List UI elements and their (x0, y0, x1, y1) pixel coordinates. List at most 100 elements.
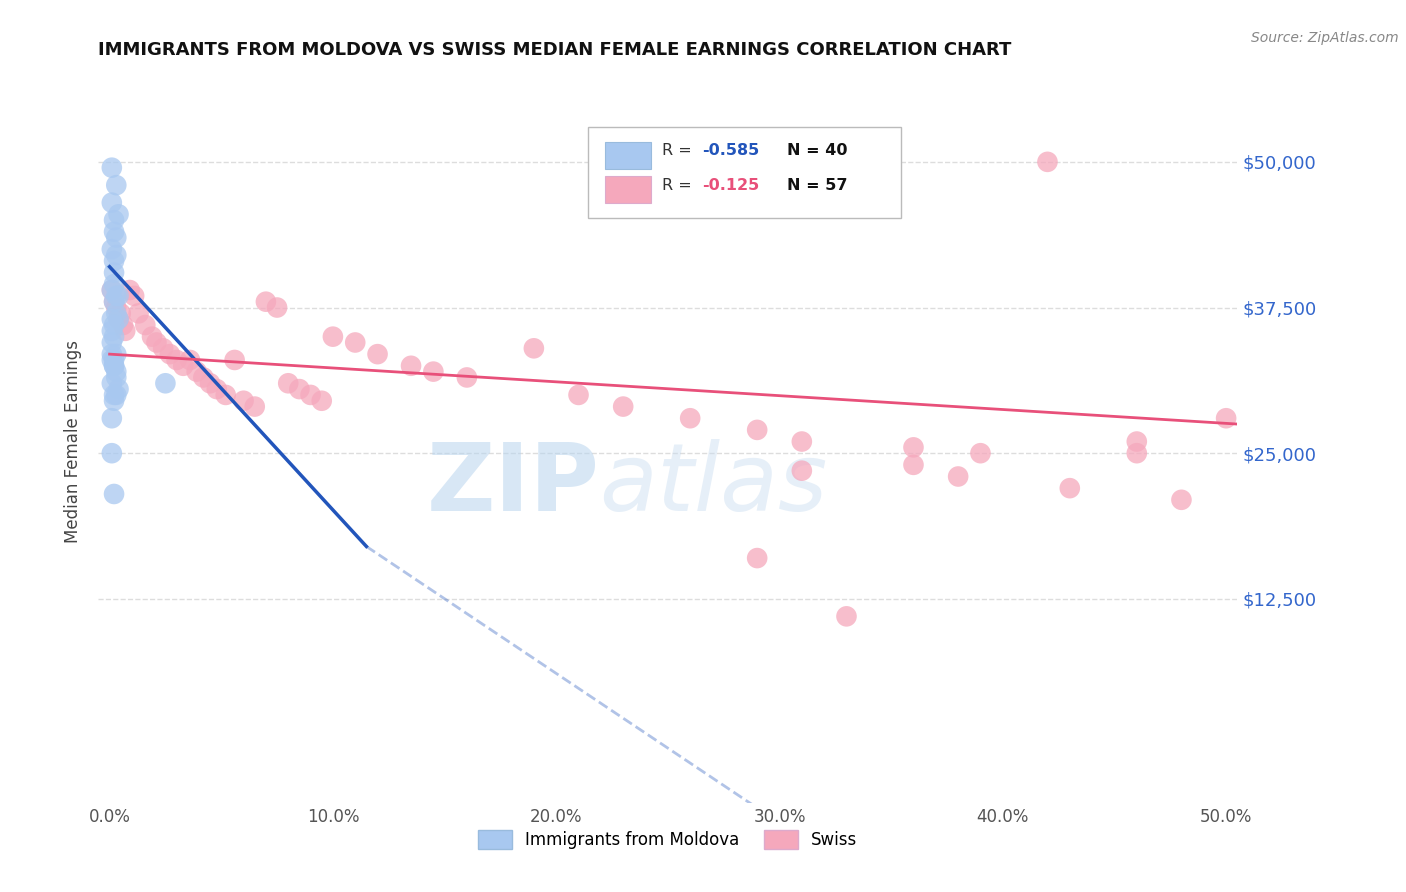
Point (1215, 411, 1237, 425)
Point (103, 487, 125, 501)
Point (166, 353, 188, 368)
Point (969, 446, 991, 460)
Point (224, 353, 246, 368)
Point (107, 312, 129, 326)
Point (103, 294, 125, 309)
Point (198, 376, 221, 391)
Point (103, 213, 125, 227)
Point (103, 388, 125, 402)
Point (1170, 492, 1192, 507)
Point (903, 441, 925, 455)
FancyBboxPatch shape (605, 176, 651, 203)
Point (747, 423, 769, 437)
Point (159, 347, 181, 361)
Point (243, 400, 266, 414)
Point (105, 230, 128, 244)
Point (101, 335, 124, 350)
Point (105, 370, 128, 384)
Point (141, 329, 163, 343)
Point (103, 329, 125, 343)
Point (254, 294, 277, 309)
Text: -0.125: -0.125 (702, 178, 759, 193)
Text: R =: R = (662, 178, 697, 193)
Text: Source: ZipAtlas.com: Source: ZipAtlas.com (1251, 31, 1399, 45)
Point (145, 335, 167, 350)
Point (105, 388, 128, 402)
Point (193, 370, 215, 384)
Text: ZIP: ZIP (426, 439, 599, 531)
Point (101, 324, 124, 338)
Point (101, 376, 124, 391)
Point (111, 318, 134, 332)
Point (790, 434, 813, 449)
Point (122, 289, 145, 303)
Point (107, 289, 129, 303)
Point (103, 353, 125, 368)
Point (152, 341, 174, 355)
Point (1036, 154, 1059, 169)
Point (322, 329, 344, 343)
Point (456, 370, 478, 384)
Point (107, 382, 129, 396)
Point (105, 347, 128, 361)
Point (179, 353, 201, 368)
Point (101, 242, 124, 256)
Point (101, 312, 124, 326)
Point (107, 207, 129, 221)
Point (105, 178, 128, 193)
Point (101, 347, 124, 361)
Point (105, 365, 128, 379)
Point (107, 312, 129, 326)
Point (422, 365, 444, 379)
Point (1126, 446, 1149, 460)
FancyBboxPatch shape (588, 128, 901, 218)
Point (101, 283, 124, 297)
Text: R =: R = (662, 143, 697, 158)
Point (103, 318, 125, 332)
Point (103, 393, 125, 408)
Point (101, 195, 124, 210)
Point (103, 225, 125, 239)
Point (101, 283, 124, 297)
Point (679, 411, 702, 425)
Point (118, 283, 141, 297)
Point (105, 306, 128, 320)
Text: N = 40: N = 40 (787, 143, 848, 158)
Y-axis label: Median Female Earnings: Median Female Earnings (65, 340, 83, 543)
Point (232, 393, 254, 408)
Point (105, 289, 128, 303)
Point (105, 248, 128, 262)
Point (1126, 434, 1149, 449)
Point (134, 318, 156, 332)
Point (103, 253, 125, 268)
Point (277, 376, 299, 391)
Point (523, 341, 546, 355)
Point (835, 609, 858, 624)
Point (101, 446, 124, 460)
Point (311, 393, 333, 408)
Point (903, 458, 925, 472)
Point (215, 388, 238, 402)
Point (946, 469, 969, 483)
Point (128, 306, 150, 320)
FancyBboxPatch shape (605, 142, 651, 169)
Point (790, 464, 813, 478)
Point (155, 376, 177, 391)
Point (110, 306, 132, 320)
Text: atlas: atlas (599, 440, 828, 531)
Text: IMMIGRANTS FROM MOLDOVA VS SWISS MEDIAN FEMALE EARNINGS CORRELATION CHART: IMMIGRANTS FROM MOLDOVA VS SWISS MEDIAN … (98, 41, 1012, 59)
Point (1059, 481, 1081, 495)
Point (114, 324, 136, 338)
Point (399, 359, 422, 373)
Point (367, 347, 389, 361)
Point (103, 266, 125, 280)
Point (567, 388, 589, 402)
Point (205, 382, 228, 396)
Point (103, 359, 125, 373)
Text: N = 57: N = 57 (787, 178, 848, 193)
Point (101, 353, 124, 368)
Point (103, 294, 125, 309)
Point (266, 301, 288, 315)
Point (344, 335, 367, 350)
Point (747, 551, 769, 566)
